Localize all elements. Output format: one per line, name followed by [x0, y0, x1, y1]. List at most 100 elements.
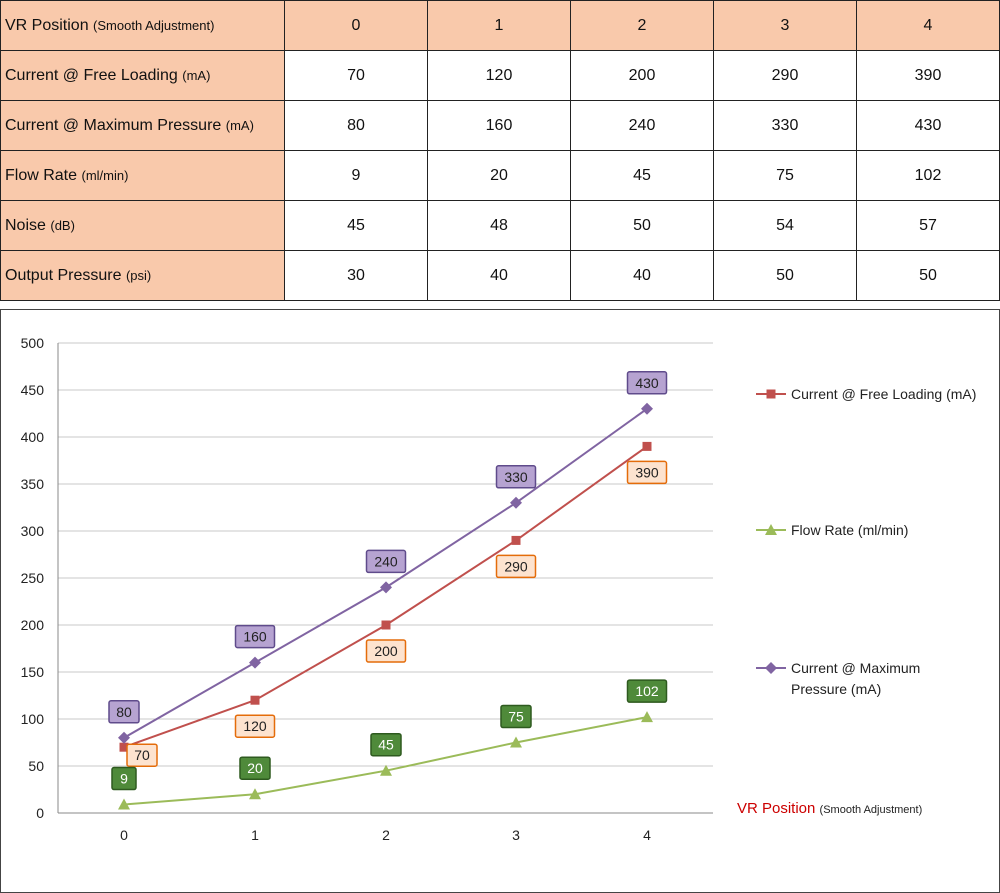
table-cell: 290 — [713, 50, 857, 101]
table-cell: 50 — [713, 250, 857, 301]
row-label-cell: Noise (dB) — [0, 200, 285, 251]
row-label-cell: Output Pressure (psi) — [0, 250, 285, 301]
row-label-cell: Flow Rate (ml/min) — [0, 150, 285, 201]
data-label: 45 — [378, 737, 394, 753]
x-tick-label: 2 — [382, 827, 390, 843]
table-cell: 160 — [427, 100, 571, 151]
data-label: 160 — [243, 629, 267, 645]
data-label: 430 — [635, 375, 659, 391]
header-unit: (Smooth Adjustment) — [93, 17, 215, 33]
data-label-box — [495, 554, 537, 579]
row-unit: (mA) — [182, 67, 211, 83]
data-label-box — [500, 704, 532, 729]
data-point — [510, 496, 522, 509]
data-label: 390 — [635, 464, 659, 480]
table-row: Noise (dB) 45 48 50 54 57 — [0, 200, 1000, 251]
data-point — [641, 711, 653, 723]
data-label: 200 — [374, 643, 398, 659]
table-cell: 430 — [856, 100, 1000, 151]
row-label: Current @ Free Loading — [5, 66, 178, 84]
header-cell: 1 — [427, 0, 571, 51]
data-label-box — [111, 766, 137, 791]
data-label: 80 — [116, 704, 132, 720]
row-unit: (ml/min) — [81, 167, 129, 183]
data-point — [380, 581, 392, 594]
table-cell: 390 — [856, 50, 1000, 101]
x-axis-title-note: (Smooth Adjustment) — [820, 804, 923, 816]
header-label: VR Position — [5, 16, 89, 34]
table-cell: 48 — [427, 200, 571, 251]
table-cell: 330 — [713, 100, 857, 151]
data-label-box — [234, 624, 276, 649]
row-unit: (dB) — [50, 217, 75, 233]
table-cell: 50 — [856, 250, 1000, 301]
table-row: Flow Rate (ml/min) 9 20 45 75 102 — [0, 150, 1000, 201]
data-label-box — [239, 756, 271, 780]
row-label-cell: Current @ Maximum Pressure (mA) — [0, 100, 285, 151]
series-line — [123, 716, 648, 806]
table-cell: 9 — [284, 150, 428, 201]
data-label-box — [365, 549, 407, 574]
x-axis-title: VR Position (Smooth Adjustment) — [737, 800, 922, 817]
table-cell: 240 — [570, 100, 714, 151]
y-tick-label: 400 — [21, 429, 45, 445]
table-cell: 45 — [570, 150, 714, 201]
data-point — [119, 742, 129, 752]
table-cell: 45 — [284, 200, 428, 251]
x-tick-label: 1 — [251, 827, 259, 843]
row-unit: (psi) — [125, 267, 152, 283]
table-cell: 54 — [713, 200, 857, 251]
header-cell: 3 — [713, 0, 857, 51]
data-label-box — [365, 639, 407, 663]
legend-label: Current @ Maximum — [791, 660, 920, 676]
legend-label: Current @ Free Loading (mA) — [791, 386, 976, 402]
series-line — [123, 445, 648, 749]
data-label-box — [626, 679, 668, 703]
table-cell: 102 — [856, 150, 1000, 201]
y-tick-label: 0 — [36, 805, 44, 821]
data-label: 9 — [120, 771, 128, 787]
data-label: 330 — [504, 469, 528, 485]
header-cell: 0 — [284, 0, 428, 51]
table-cell: 200 — [570, 50, 714, 101]
row-label: Noise — [5, 216, 46, 234]
row-label-cell: Current @ Free Loading (mA) — [0, 50, 285, 101]
data-point — [118, 731, 130, 744]
table-cell: 20 — [427, 150, 571, 201]
x-axis-title-main: VR Position — [737, 800, 820, 817]
legend-marker — [765, 662, 777, 674]
data-point — [511, 535, 521, 545]
table-cell: 57 — [856, 200, 1000, 251]
data-label-box — [626, 460, 668, 485]
table-cell: 120 — [427, 50, 571, 101]
data-label: 70 — [134, 747, 150, 763]
data-point — [250, 695, 260, 705]
data-point — [381, 620, 391, 630]
spec-table: VR Position (Smooth Adjustment) 0 1 2 3 … — [0, 0, 1000, 301]
header-label-cell: VR Position (Smooth Adjustment) — [0, 0, 285, 51]
table-cell: 40 — [427, 250, 571, 301]
data-point — [249, 788, 261, 800]
data-label-box — [126, 743, 158, 767]
y-tick-label: 200 — [21, 617, 45, 633]
data-label: 20 — [247, 760, 263, 776]
x-tick-label: 4 — [643, 827, 651, 843]
data-label: 75 — [508, 709, 524, 725]
data-point — [641, 402, 653, 415]
table-cell: 40 — [570, 250, 714, 301]
data-label: 290 — [504, 558, 528, 574]
row-unit: (mA) — [225, 117, 254, 133]
data-point — [642, 441, 652, 451]
table-cell: 50 — [570, 200, 714, 251]
table-row: Output Pressure (psi) 30 40 40 50 50 — [0, 250, 1000, 301]
row-label: Output Pressure — [5, 266, 122, 284]
data-label-box — [626, 371, 668, 395]
data-label: 240 — [374, 553, 398, 569]
row-label: Current @ Maximum Pressure — [5, 116, 222, 134]
data-point — [380, 764, 392, 776]
data-point — [510, 736, 522, 748]
data-point — [249, 656, 261, 669]
line-chart-panel: 0 50 100 150 200 250 300 350 400 450 500 0 1 2 3 4 70 120… — [0, 309, 1000, 893]
data-label-box — [370, 732, 402, 757]
table-row: Current @ Maximum Pressure (mA) 80 160 2… — [0, 100, 1000, 151]
